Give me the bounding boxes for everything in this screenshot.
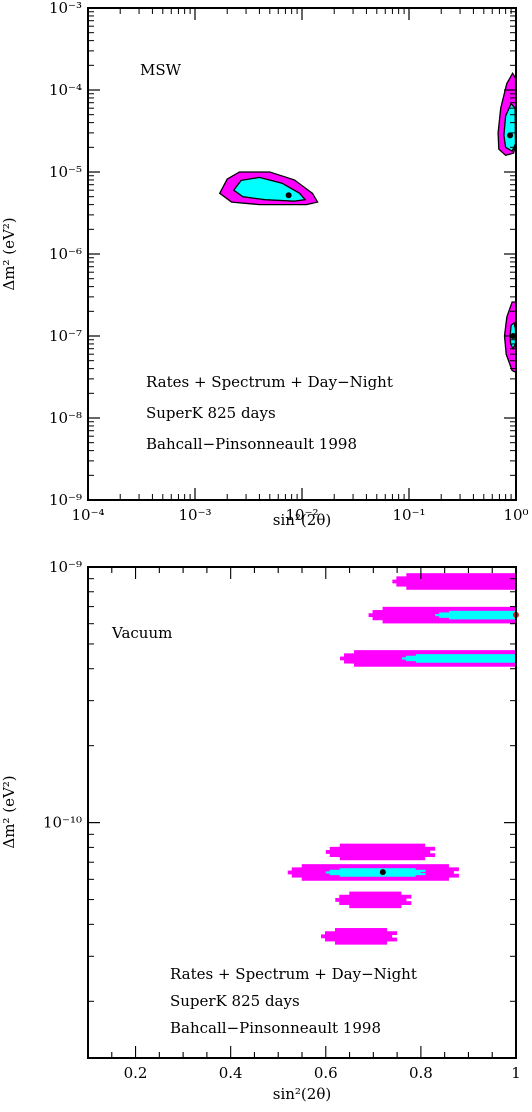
vacuum-panel: 0.2 0.4 0.6 0.8 1 10⁻¹⁰ 10⁻⁹ sin²(2θ) Δm² (eV… [0,558,521,1103]
vacuum-region-vac-7-outer-strip [335,928,388,932]
vacuum-best-fit-vac-5 [379,869,386,876]
vacuum-region-vac-2-outer-strip [382,619,516,624]
msw-y-tick-label: 10⁻⁴ [49,81,82,99]
msw-y-tick-label: 10⁻⁹ [49,491,82,509]
vacuum-region-vac-6-outer-strip [349,891,402,896]
vacuum-region-vac-5-inner-strip [329,872,426,876]
vacuum-region-vac-7-outer-strip [335,940,388,945]
vacuum-y-tick-labels: 10⁻¹⁰ 10⁻⁹ [43,558,82,832]
vacuum-region-vac-4-outer-strip [325,850,431,854]
vacuum-region-vac-3-outer-strip [354,650,516,654]
vacuum-region-vac-4-outer-strip [329,846,436,851]
msw-annotation-analysis: Rates + Spectrum + Day−Night [146,373,393,391]
vacuum-region-vac-2-inner-strip [449,610,516,614]
msw-y-tick-label: 10⁻⁵ [49,163,82,181]
vacuum-region-vac-6-outer-strip [339,901,412,905]
msw-y-tick-label: 10⁻⁷ [49,327,82,345]
vacuum-region-vac-2-inner-strip [435,614,516,617]
vacuum-y-tick-label: 10⁻¹⁰ [43,814,82,832]
msw-annotation: MSW [140,61,182,79]
vacuum-region-vac-3-inner-strip [415,654,516,657]
vacuum-annotation-analysis: Rates + Spectrum + Day−Night [170,965,417,983]
vacuum-regions [287,573,516,945]
vacuum-plot-frame [87,566,517,1059]
vacuum-region-vac-6-outer-strip [335,897,407,902]
vacuum-x-axis-label: sin²(2θ) [273,1085,331,1103]
msw-plot-frame [87,7,517,501]
vacuum-region-vac-6-outer [335,891,412,909]
msw-x-tick-label: 10⁻³ [178,506,211,524]
vacuum-x-tick-labels: 0.2 0.4 0.6 0.8 1 [124,1064,521,1082]
vacuum-x-tick-label: 0.8 [409,1064,433,1082]
vacuum-region-vac-3-inner-strip [405,658,516,662]
vacuum-annotation-dataset: SuperK 825 days [170,992,300,1010]
msw-regions [218,72,517,374]
msw-best-fit-sma [285,192,292,199]
vacuum-region-vac-4-outer-strip [329,853,436,858]
vacuum-region-vac-2-outer-strip [372,616,516,621]
vacuum-region-vac-4-outer-strip [339,843,426,848]
vacuum-region-vac-7-outer-strip [321,934,393,939]
msw-y-axis-label: Δm² (eV²) [0,217,18,290]
vacuum-region-vac-1-outer-strip [396,576,516,581]
vacuum-region-vac-5-inner-strip [329,869,426,872]
vacuum-region-vac-5-inner-strip [325,871,421,874]
msw-tick-marks [87,7,517,501]
msw-x-tick-label: 10⁻² [285,506,318,524]
msw-best-fit-points [285,132,517,339]
vacuum-region-vac-4-outer [325,843,436,861]
vacuum-region-vac-2-outer-strip [372,610,516,614]
vacuum-region-vac-4-outer-strip [339,856,426,861]
vacuum-region-vac-3-inner-strip [401,657,516,660]
vacuum-region-vac-7-outer [321,928,398,945]
vacuum-region-vac-5-outer-strip [301,876,449,881]
vacuum-region-vac-3-inner-strip [405,655,516,658]
vacuum-region-vac-3-outer-strip [354,662,516,667]
vacuum-region-vac-5-outer-strip [301,864,449,868]
vacuum-region-vac-3-inner [401,654,516,663]
msw-y-tick-label: 10⁻⁸ [49,409,82,427]
msw-best-fit-lma [507,132,514,139]
vacuum-region-vac-2-inner-strip [449,617,516,620]
vacuum-annotation-model: Bahcall−Pinsonneault 1998 [170,1019,381,1037]
vacuum-region-vac-1-outer [392,573,516,590]
vacuum-region-vac-5-inner [325,868,426,877]
vacuum-x-tick-label: 0.6 [314,1064,338,1082]
vacuum-region-vac-6-outer-strip [339,894,412,899]
vacuum-region-vac-2-inner-strip [439,612,516,615]
msw-x-tick-label: 10⁻¹ [392,506,425,524]
vacuum-region-vac-3-inner-strip [415,660,516,663]
msw-y-tick-label: 10⁻⁶ [49,245,82,263]
msw-panel: 10⁻⁴ 10⁻³ 10⁻² 10⁻¹ 10⁰ 10⁻⁹ 10⁻⁸ 10⁻⁷ 10⁻⁶ 10⁻⁵… [0,0,529,529]
vacuum-region-vac-1-outer-strip [406,573,516,577]
vacuum-x-tick-label: 0.2 [124,1064,148,1082]
vacuum-x-tick-label: 0.4 [219,1064,243,1082]
msw-x-tick-label: 10⁻⁴ [71,506,104,524]
vacuum-region-vac-1-outer-strip [392,579,516,584]
msw-x-axis-label: sin²(2θ) [273,511,331,529]
vacuum-region-vac-5-inner-strip [339,874,416,877]
vacuum-annotation: Vacuum [111,624,172,642]
vacuum-region-vac-7-outer-strip [325,931,398,936]
msw-x-tick-labels: 10⁻⁴ 10⁻³ 10⁻² 10⁻¹ 10⁰ [71,506,528,524]
vacuum-region-vac-2-outer-strip [382,606,516,611]
msw-x-tick-label: 10⁰ [503,506,528,524]
vacuum-region-vac-2-inner-strip [439,615,516,618]
msw-annotation-dataset: SuperK 825 days [146,404,276,422]
vacuum-region-vac-1-outer-strip [396,582,516,587]
msw-y-tick-labels: 10⁻⁹ 10⁻⁸ 10⁻⁷ 10⁻⁶ 10⁻⁵ 10⁻⁴ 10⁻³ [49,0,82,509]
vacuum-y-tick-label: 10⁻⁹ [49,558,82,576]
msw-y-tick-label: 10⁻³ [49,0,82,17]
vacuum-region-vac-5-inner-strip [339,868,416,871]
vacuum-region-vac-2-inner [435,610,516,620]
vacuum-region-vac-1-outer-strip [406,585,516,590]
vacuum-x-tick-label: 1 [511,1064,521,1082]
vacuum-region-vac-6-outer-strip [349,904,402,909]
vacuum-region-vac-7-outer-strip [325,937,398,942]
msw-annotation-model: Bahcall−Pinsonneault 1998 [146,435,357,453]
vacuum-y-axis-label: Δm² (eV²) [0,775,18,848]
